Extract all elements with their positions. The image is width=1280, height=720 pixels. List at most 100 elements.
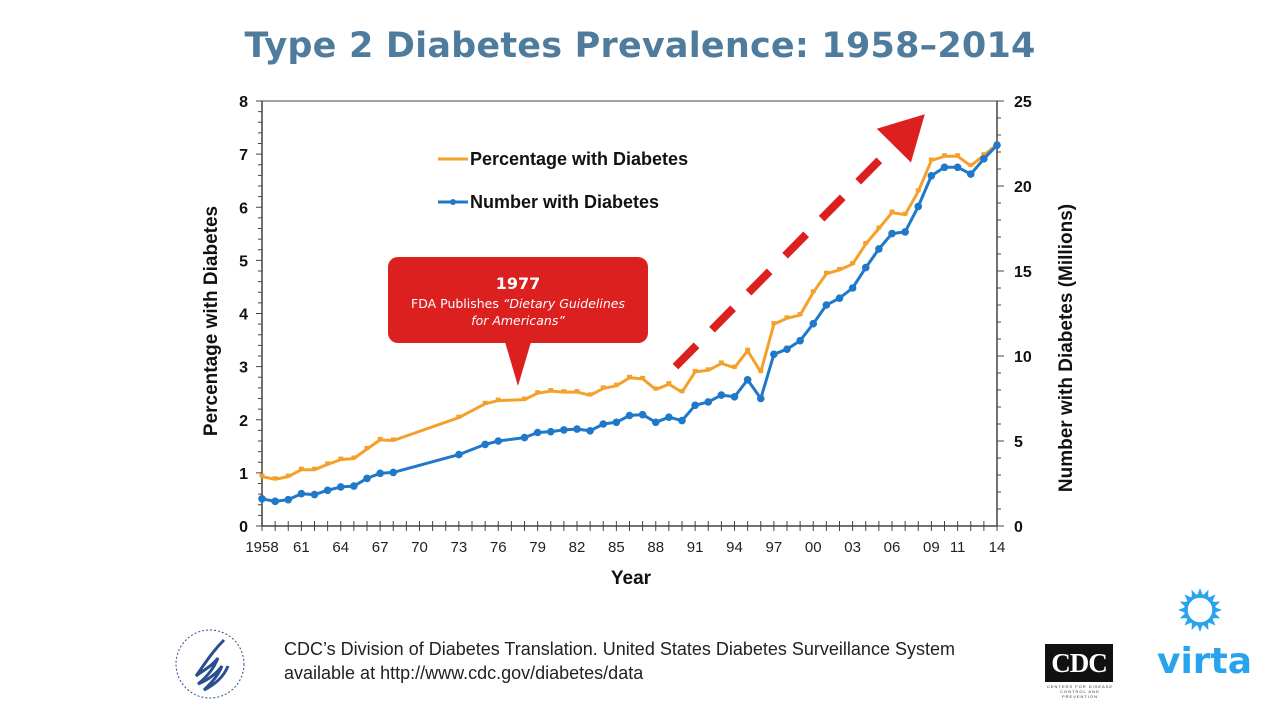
data-point-number	[336, 483, 345, 491]
data-point-percentage	[535, 390, 541, 395]
data-point-number	[809, 319, 818, 328]
data-point-number	[533, 428, 542, 437]
data-point-number	[546, 427, 555, 436]
data-point-percentage	[627, 374, 632, 379]
cdc-logo-text: CDC	[1045, 644, 1113, 682]
data-point-percentage	[797, 312, 803, 317]
legend-label-percentage: Percentage with Diabetes	[470, 149, 688, 169]
data-point-percentage	[259, 473, 265, 478]
data-point-number	[717, 391, 726, 399]
y2-tick-label: 10	[1014, 349, 1032, 366]
data-point-number	[901, 228, 909, 236]
data-point-number	[743, 376, 752, 384]
data-point-percentage	[889, 209, 895, 214]
data-point-percentage	[390, 437, 396, 442]
x-tick-label: 11	[950, 539, 966, 556]
data-point-percentage	[325, 461, 331, 466]
data-point-number	[783, 345, 791, 354]
data-point-number	[940, 163, 949, 172]
trend-arrow-head	[876, 114, 925, 163]
data-point-number	[560, 426, 568, 434]
data-point-number	[323, 486, 332, 495]
data-point-percentage	[692, 368, 698, 373]
citation: CDC’s Division of Diabetes Translation. …	[284, 637, 955, 685]
data-point-number	[822, 301, 831, 309]
y-tick-label: 2	[239, 413, 248, 430]
data-point-percentage	[666, 381, 672, 386]
data-point-percentage	[863, 240, 869, 245]
callout-1977: 1977 FDA Publishes “Dietary Guidelines f…	[388, 257, 648, 343]
data-point-number	[993, 141, 1001, 149]
data-point-percentage	[587, 392, 593, 397]
data-point-number	[389, 468, 398, 477]
legend-label-number: Number with Diabetes	[470, 192, 659, 212]
data-point-number	[848, 284, 857, 292]
data-point-percentage	[679, 389, 685, 394]
y-tick-label: 8	[239, 94, 248, 111]
y2-tick-label: 25	[1014, 94, 1032, 111]
data-point-percentage	[784, 315, 790, 320]
data-point-number	[599, 420, 608, 428]
data-point-number	[310, 490, 319, 499]
y-tick-label: 7	[239, 147, 248, 164]
data-point-percentage	[771, 321, 777, 326]
data-point-number	[835, 294, 844, 303]
x-tick-label: 82	[569, 539, 586, 556]
data-point-percentage	[981, 152, 987, 157]
x-tick-label: 61	[293, 539, 310, 556]
x-tick-label: 91	[687, 539, 704, 556]
sun-ray	[1184, 594, 1192, 602]
series	[258, 141, 1001, 506]
y-axis-title: Percentage with Diabetes	[201, 206, 222, 436]
y-tick-label: 6	[239, 200, 248, 217]
sun-ray	[1214, 607, 1222, 613]
data-point-percentage	[312, 466, 317, 471]
data-point-percentage	[298, 466, 304, 471]
data-point-number	[770, 350, 778, 359]
sun-ray	[1208, 618, 1216, 626]
data-point-number	[953, 163, 962, 172]
virta-logo-text: virta	[1157, 641, 1253, 682]
data-point-percentage	[902, 211, 908, 216]
x-tick-label: 03	[844, 539, 861, 556]
data-point-number	[586, 427, 594, 435]
data-point-number	[258, 495, 266, 503]
data-point-percentage	[758, 368, 764, 373]
callout-pointer	[505, 342, 531, 386]
data-point-number	[350, 482, 358, 490]
data-point-percentage	[823, 270, 829, 275]
y-tick-label: 1	[239, 466, 248, 483]
legend: Percentage with Diabetes Number with Dia…	[438, 149, 688, 212]
x-tick-label: 94	[726, 539, 743, 556]
cdc-logo-subtitle: CENTERS FOR DISEASE CONTROL AND PREVENTI…	[1046, 684, 1114, 699]
y-tick-label: 3	[239, 360, 248, 377]
data-point-number	[927, 172, 936, 180]
data-point-percentage	[876, 225, 882, 230]
data-point-number	[520, 433, 529, 442]
x-tick-label: 14	[989, 539, 1006, 556]
sun-ray	[1197, 588, 1203, 596]
y-tick-label: 0	[239, 519, 248, 536]
data-point-number	[297, 489, 306, 498]
x-tick-label: 64	[332, 539, 349, 556]
data-point-percentage	[522, 396, 527, 401]
y2-tick-label: 5	[1014, 434, 1023, 451]
legend-marker-number	[450, 199, 456, 205]
x-tick-label: 70	[411, 539, 428, 556]
data-point-number	[730, 393, 739, 401]
x-tick-label: 09	[923, 539, 940, 556]
data-point-percentage	[955, 153, 961, 158]
data-point-number	[914, 202, 923, 211]
data-point-percentage	[732, 364, 737, 369]
callout-text: FDA Publishes	[411, 296, 503, 311]
data-point-number	[494, 437, 503, 445]
data-point-number	[271, 497, 279, 506]
callout-year: 1977	[495, 274, 541, 293]
virta-sun-icon	[1178, 588, 1222, 632]
data-point-number	[625, 411, 634, 420]
sun-ray	[1184, 618, 1192, 626]
data-point-percentage	[968, 162, 974, 167]
data-point-number	[875, 245, 883, 253]
x-tick-label: 73	[451, 539, 468, 556]
